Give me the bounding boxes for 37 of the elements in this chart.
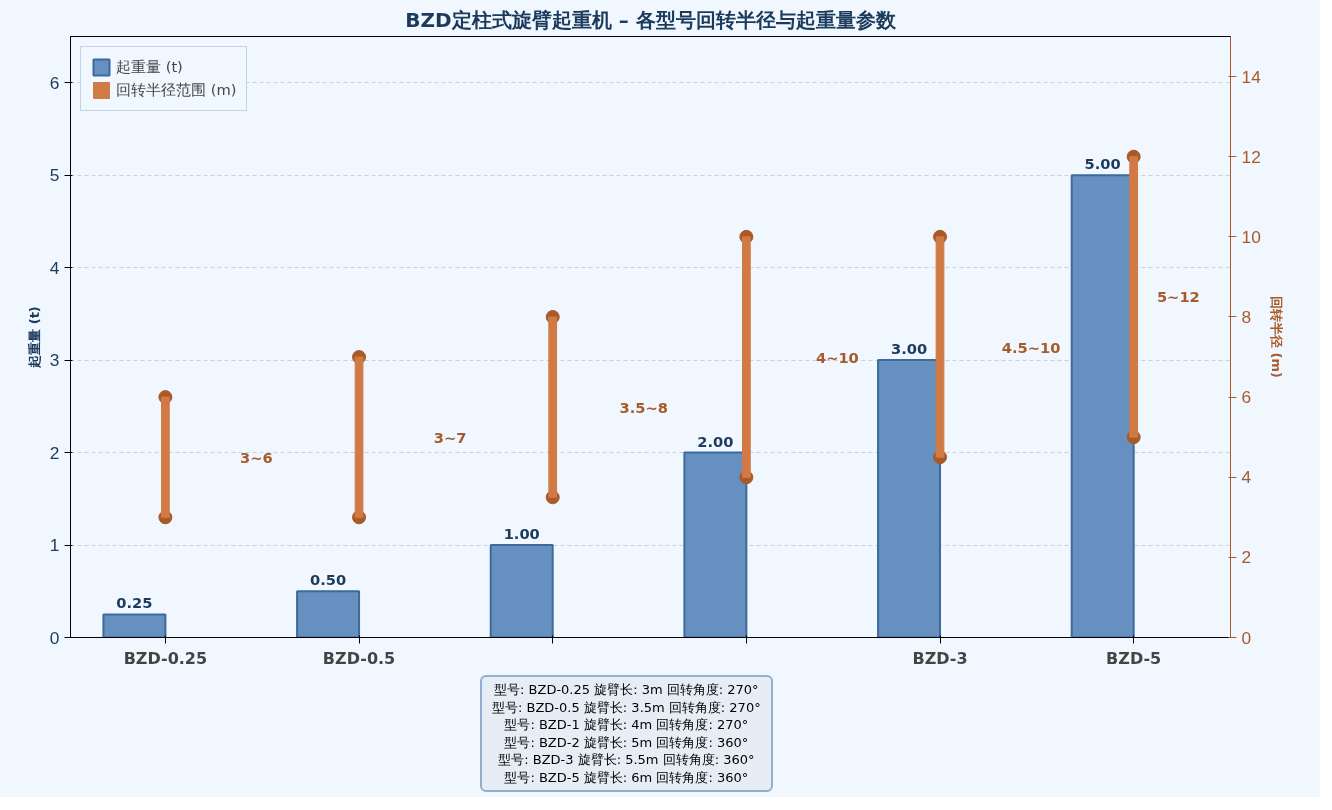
annotation: 3~6 [240, 448, 273, 466]
y-tick-label: 2 [49, 442, 60, 463]
y-tick-label: 3 [49, 350, 60, 371]
legend-label: 回转半径范围 (m) [116, 80, 237, 100]
x-tick-label: BZD-0.25 [123, 648, 208, 668]
x-tick-label: BZD-0.5 [322, 648, 396, 668]
y2-tick-label: 14 [1241, 66, 1262, 87]
y-tick-label: 0 [49, 627, 60, 648]
chart-title: BZD定柱式旋臂起重机 – 各型号回转半径与起重量参数 [405, 7, 897, 32]
y2-tick-label: 2 [1241, 547, 1252, 568]
annotation: 3.5~8 [619, 398, 668, 416]
y2-tick-label: 6 [1241, 387, 1252, 408]
legend-label: 起重量 (t) [116, 57, 183, 77]
y2-tick-label: 12 [1241, 146, 1261, 167]
data-label: 0.50 [309, 571, 347, 589]
annotation: 3~7 [433, 428, 467, 446]
y-tick-label: 4 [49, 257, 60, 278]
y-tick-label: 1 [49, 535, 60, 556]
y2-tick-label: 10 [1241, 226, 1261, 247]
annotation: 4.5~10 [1001, 338, 1061, 356]
data-label: 0.25 [116, 594, 153, 612]
annotation: 4~10 [815, 348, 859, 366]
data-label: 3.00 [890, 340, 928, 358]
x-tick-label: BZD-5 [1106, 648, 1162, 668]
x-tick-label: BZD-3 [912, 648, 968, 668]
y2-tick-label: 4 [1241, 467, 1252, 488]
data-label: 1.00 [503, 525, 540, 543]
data-label: 5.00 [1084, 155, 1121, 173]
y2-tick-label: 8 [1241, 306, 1252, 327]
text: 型号: BZD-0.25 旋臂长: 3m 回转角度: 270° 型号: BZD-0.5 旋臂长: 3.5m 回转角度: 270° 型号: BZD-1 旋臂长: 4m 回转角度: 270° 型号: BZD-2 旋臂长: 5m 回转角度: 360° 型号: BZD-3 旋臂长: 5.5m 回转角度: 360° 型号: BZD-5 旋臂长: 6m 回转角度: 360° [492, 681, 761, 787]
annotation: 5~12 [1156, 288, 1200, 306]
y2-axis-title: 回转半径 (m) [1268, 296, 1284, 378]
y2-tick-label: 0 [1241, 627, 1252, 648]
y-tick-label: 5 [49, 165, 60, 186]
data-label: 2.00 [697, 432, 734, 450]
y-tick-label: 6 [49, 72, 60, 93]
y-axis-title: 起重量 (t) [26, 306, 42, 369]
